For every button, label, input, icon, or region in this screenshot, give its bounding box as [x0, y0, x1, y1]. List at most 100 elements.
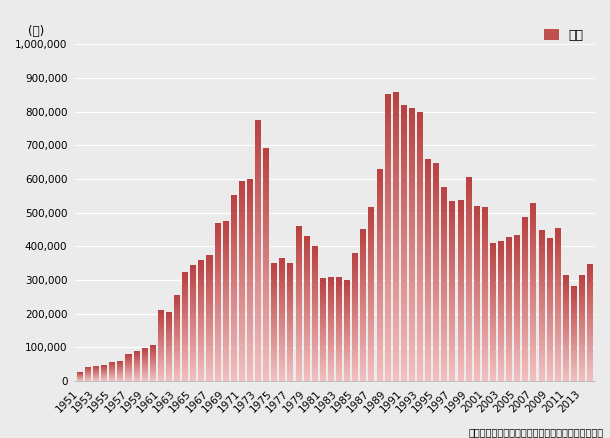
Bar [352, 339, 358, 341]
Bar [441, 231, 447, 233]
Bar [368, 233, 375, 235]
Bar [166, 373, 172, 374]
Bar [158, 346, 164, 347]
Bar [166, 318, 172, 319]
Bar [393, 272, 399, 276]
Bar [158, 326, 164, 327]
Bar [231, 311, 237, 314]
Bar [547, 317, 553, 318]
Bar [579, 275, 585, 276]
Bar [514, 372, 520, 374]
Bar [450, 261, 456, 264]
Bar [182, 286, 188, 287]
Bar [223, 315, 229, 317]
Bar [433, 266, 439, 269]
Bar [401, 233, 407, 236]
Bar [514, 250, 520, 251]
Bar [328, 301, 334, 303]
Bar [368, 246, 375, 248]
Bar [458, 329, 464, 331]
Bar [344, 337, 350, 338]
Bar [450, 255, 456, 257]
Bar [368, 268, 375, 270]
Bar [361, 244, 367, 246]
Bar [287, 272, 293, 273]
Bar [255, 309, 261, 312]
Bar [190, 347, 196, 349]
Bar [441, 296, 447, 299]
Bar [482, 235, 488, 237]
Bar [522, 219, 528, 221]
Bar [433, 286, 439, 288]
Bar [563, 367, 569, 369]
Bar [361, 286, 367, 288]
Bar [401, 146, 407, 150]
Bar [401, 136, 407, 139]
Bar [393, 298, 399, 301]
Bar [304, 348, 310, 350]
Bar [352, 272, 358, 274]
Bar [190, 321, 196, 323]
Bar [554, 293, 561, 295]
Bar [287, 318, 293, 319]
Bar [247, 244, 253, 247]
Bar [263, 378, 269, 381]
Bar [215, 247, 221, 248]
Bar [279, 327, 285, 328]
Bar [166, 366, 172, 367]
Bar [554, 276, 561, 278]
Bar [149, 359, 156, 360]
Bar [158, 351, 164, 352]
Bar [198, 300, 204, 301]
Bar [271, 307, 278, 308]
Bar [563, 361, 569, 362]
Bar [239, 346, 245, 348]
Bar [239, 368, 245, 371]
Bar [206, 261, 212, 262]
Bar [498, 250, 504, 251]
Bar [368, 324, 375, 326]
Bar [149, 369, 156, 370]
Bar [287, 359, 293, 360]
Bar [376, 357, 382, 360]
Bar [401, 291, 407, 295]
Bar [158, 359, 164, 360]
Bar [279, 273, 285, 275]
Bar [498, 307, 504, 309]
Bar [304, 363, 310, 364]
Bar [263, 270, 269, 273]
Bar [506, 338, 512, 339]
Bar [482, 298, 488, 300]
Bar [320, 290, 326, 291]
Bar [361, 379, 367, 381]
Bar [190, 337, 196, 339]
Bar [465, 350, 472, 353]
Bar [368, 231, 375, 233]
Bar [465, 282, 472, 284]
Bar [587, 363, 593, 365]
Bar [587, 365, 593, 366]
Bar [271, 372, 278, 374]
Bar [490, 362, 496, 364]
Bar [190, 360, 196, 362]
Bar [563, 345, 569, 346]
Bar [571, 337, 577, 338]
Bar [320, 281, 326, 282]
Bar [522, 236, 528, 237]
Bar [198, 370, 204, 372]
Bar [263, 343, 269, 346]
Bar [158, 333, 164, 334]
Bar [361, 233, 367, 234]
Bar [361, 272, 367, 274]
Bar [514, 259, 520, 261]
Bar [352, 288, 358, 290]
Bar [587, 268, 593, 270]
Bar [312, 295, 318, 296]
Bar [149, 377, 156, 378]
Bar [441, 340, 447, 342]
Bar [409, 234, 415, 238]
Bar [271, 272, 278, 273]
Bar [417, 179, 423, 182]
Bar [531, 263, 536, 265]
Bar [433, 329, 439, 332]
